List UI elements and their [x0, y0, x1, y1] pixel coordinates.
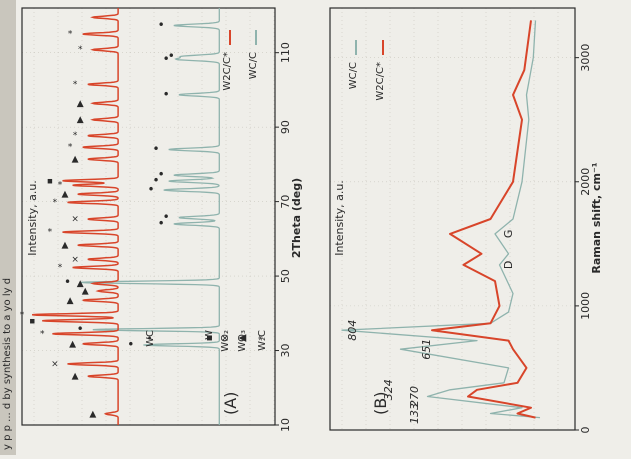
panel-a-peak-marker: ▲ [89, 409, 96, 419]
panel-a-peak-marker: • [153, 142, 160, 156]
panel-a-ylabel: Intensity, a.u. [26, 180, 39, 256]
panel-a-peak-marker: * [73, 131, 78, 141]
panel-a-xlabel: 2Theta (deg) [290, 178, 303, 258]
panel-b-xlabel: Raman shift, cm⁻¹ [590, 162, 603, 273]
panel-b-legend-entry: WC/C [348, 62, 359, 89]
panel-b-band-label: D [502, 261, 515, 269]
panel-a-peak-marker: • [127, 337, 134, 351]
panel-b-frame [329, 7, 576, 431]
panel-a-peak-marker: ▲ [72, 372, 79, 382]
panel-a-peak-marker: ▪ [47, 176, 53, 186]
panel-a-peak-marker: ▲ [69, 339, 76, 349]
panel-a-peak-marker: ▲ [67, 296, 74, 306]
panel-a-peak-marker: × [51, 359, 59, 369]
panel-a-tick-label: 70 [279, 195, 292, 209]
panel-a-peak-marker: • [158, 18, 165, 32]
header-strip [0, 0, 16, 455]
panel-a-peak-marker: ▪ [29, 316, 35, 326]
panel-b-peak-label: 651 [420, 339, 433, 360]
panel-a-legend-entry: WC [145, 330, 156, 347]
panel-a-series-line [32, 8, 119, 425]
panel-a-peak-marker: * [58, 181, 63, 191]
panel-b-legend-entry: W2C/C* [375, 62, 386, 101]
panel-a-peak-marker: • [163, 210, 170, 224]
panel-a-peak-marker: ▲ [72, 155, 79, 165]
panel-a-peak-marker: ▲ [77, 115, 84, 125]
panel-a-tick-label: 10 [279, 418, 292, 432]
panel-a-series-line [80, 8, 220, 425]
panel-a-label: (A) [221, 392, 240, 415]
panel-a-legend-marker: • [145, 335, 156, 341]
panel-a-peak-marker: * [58, 263, 63, 273]
panel-b-peak-label: 270 [408, 386, 421, 407]
panel-a-legend-marker: * [257, 336, 268, 341]
panel-a-peak-marker: ▲ [77, 279, 84, 289]
panel-a-peak-marker: • [163, 87, 170, 101]
panel-a-peak-marker: • [77, 322, 84, 336]
panel-b-peak-label: 324 [382, 379, 395, 400]
panel-b-series-line [431, 20, 536, 419]
panel-a-peak-marker: • [168, 49, 175, 63]
panel-a-peak-marker: • [153, 174, 160, 188]
panel-b-peak-label: 804 [346, 320, 359, 341]
header-text-fragment: y p p ... d by synthesis to a yo ly d [2, 278, 13, 450]
panel-a-legend-marker: × [220, 334, 231, 342]
panel-a-peak-marker: * [68, 30, 73, 40]
panel-a-peak-marker: • [158, 216, 165, 230]
panel-a-peak-marker: ▲ [62, 241, 69, 251]
panel-a-tick-label: 110 [279, 42, 292, 63]
panel-b-ylabel: Intensity, a.u. [333, 180, 346, 256]
panel-a-peak-marker: * [78, 45, 83, 55]
panel-a-peak-marker: * [73, 80, 78, 90]
panel-b-series-line [341, 20, 541, 419]
panel-a-legend-marker: ▲ [237, 334, 248, 342]
panel-a-peak-marker: ▲ [77, 99, 84, 109]
panel-b-band-label: G [502, 230, 515, 239]
panel-a-peak-marker: ▲ [62, 190, 69, 200]
panel-a-tick-label: 50 [279, 269, 292, 283]
panel-b-peak-label: 133 [408, 403, 421, 424]
panel-a-peak-marker: * [20, 310, 25, 320]
panel-b-label: (B) [371, 392, 390, 415]
panel-a-legend-entry: W₂C [257, 330, 268, 351]
panel-b-tick-label: 2000 [579, 168, 592, 196]
panel-a-tick-label: 90 [279, 120, 292, 134]
panel-b-tick-label: 3000 [579, 44, 592, 72]
panel-a-peak-marker: • [163, 52, 170, 66]
panel-a-tick-label: 30 [279, 344, 292, 358]
panel-a-frame [21, 7, 276, 426]
panel-a-peak-marker: * [53, 198, 58, 208]
panel-a-legend-entry: WO₃ [237, 330, 248, 352]
panel-a-legend-entry: W2C/C* [222, 52, 233, 91]
panel-a-legend-entry: W [204, 330, 215, 340]
panel-a-xrd: 1030507090110▲▲×▲*▪*▲▲▲*×▲*×*▲*▪▲**▲▲***… [20, 7, 303, 432]
panel-a-peak-marker: ▲ [82, 286, 89, 296]
panel-a-peak-marker: • [147, 183, 154, 197]
panel-a-peak-marker: × [71, 215, 79, 225]
panel-b-tick-label: 0 [579, 427, 592, 434]
panel-a-legend-entry: WO₂ [220, 330, 231, 352]
panel-a-legend-entry: WC/C [248, 52, 259, 79]
panel-a-peak-marker: • [158, 168, 165, 182]
panel-a-legend-marker: ▪ [204, 335, 215, 342]
panel-a-peak-marker: × [71, 255, 79, 265]
panel-b-tick-label: 1000 [579, 292, 592, 320]
panel-a-peak-marker: * [68, 143, 73, 153]
panel-a-peak-marker: * [40, 329, 45, 339]
panel-a-peak-marker: • [64, 275, 71, 289]
panel-a-peak-marker: * [48, 228, 53, 238]
